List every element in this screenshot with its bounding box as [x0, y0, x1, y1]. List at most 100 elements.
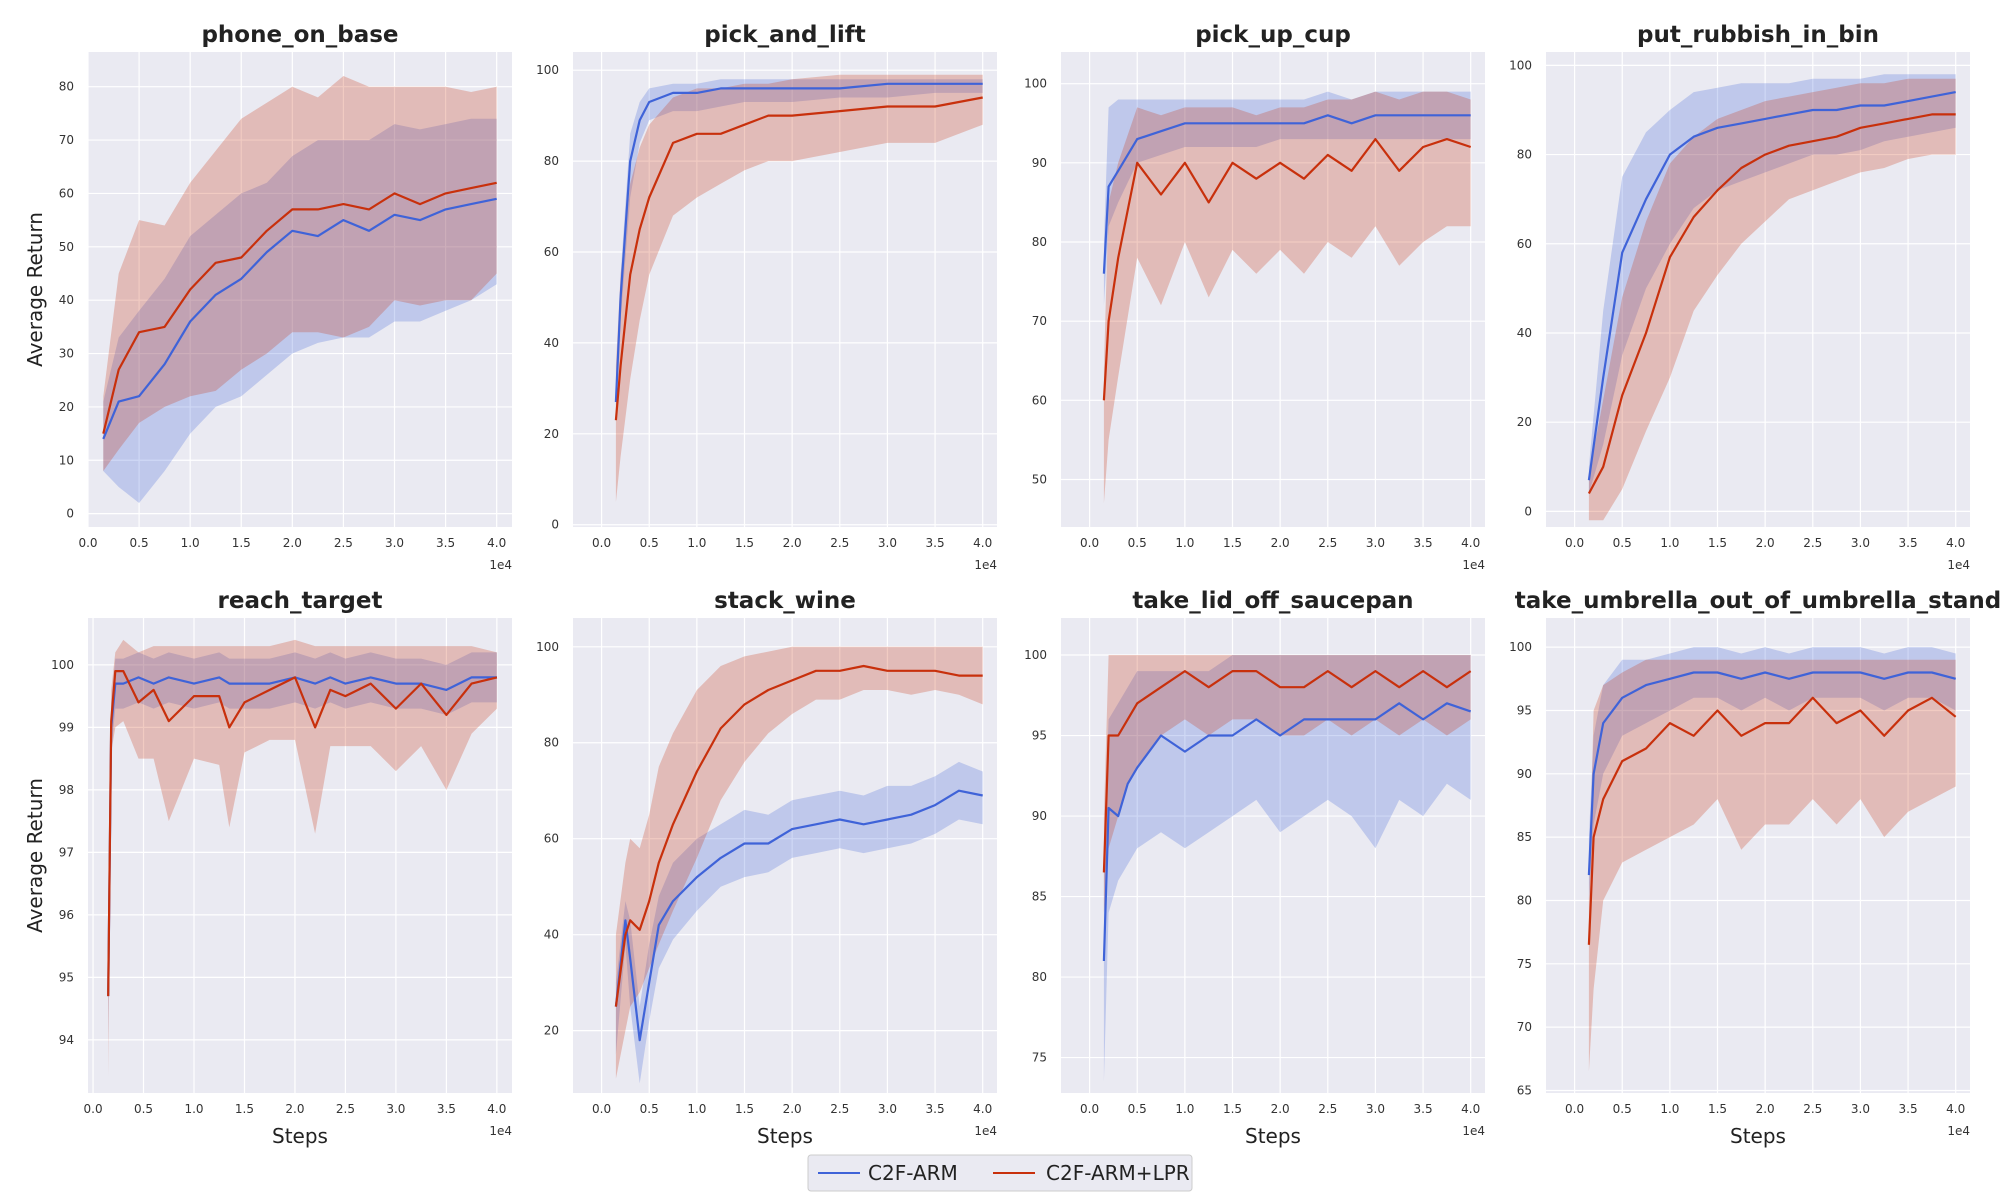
- x-tick-label: 0.0: [1565, 1102, 1584, 1116]
- y-tick-label: 40: [544, 336, 559, 350]
- x-tick-label: 1.5: [1708, 536, 1727, 550]
- y-tick-label: 80: [1032, 970, 1047, 984]
- x-tick-label: 3.5: [1414, 536, 1433, 550]
- x-tick-label: 3.0: [1366, 1102, 1385, 1116]
- y-tick-label: 80: [1517, 893, 1532, 907]
- legend-label-c2f-arm-lpr: C2F-ARM+LPR: [1046, 1161, 1190, 1185]
- line-c2f-arm-lpr: [1587, 696, 1957, 945]
- x-tick-label: 0.0: [1080, 1102, 1099, 1116]
- y-tick-label: 75: [1032, 1051, 1047, 1065]
- subplot-take-lid-off-saucepan: 0.0 0.5 1.0 1.5 2.0 2.5 3.0 3.5 4.0 75 80 85 90 95 100…: [1024, 588, 1485, 1148]
- x-tick-label: 1.0: [687, 1102, 706, 1116]
- x-tick-label: 2.5: [334, 536, 353, 550]
- y-tick-label: 0: [551, 518, 559, 532]
- x-tick-label: 2.0: [783, 1102, 802, 1116]
- y-axis-label: Average Return: [23, 212, 47, 367]
- x-tick-label: 3.0: [1851, 536, 1870, 550]
- band-c2f-arm-lpr: [1588, 78, 1956, 521]
- x-tick-label: 3.0: [878, 536, 897, 550]
- x-tick-label: 2.0: [283, 536, 302, 550]
- subplot-title: put_rubbish_in_bin: [1637, 22, 1879, 48]
- x-tick-label: 1.0: [1660, 536, 1679, 550]
- y-tick-label: 98: [59, 783, 74, 797]
- x-tick-label: 4.0: [1946, 536, 1965, 550]
- line-c2f-arm: [1102, 702, 1472, 962]
- x-offset-label: 1e4: [489, 558, 512, 572]
- x-tick-label: 0.5: [1613, 1102, 1632, 1116]
- y-tick-label: 0: [1524, 504, 1532, 518]
- y-tick-label: 95: [1032, 729, 1047, 743]
- x-tick-label: 3.0: [878, 1102, 897, 1116]
- x-tick-label: 4.0: [973, 536, 992, 550]
- y-tick-label: 60: [544, 832, 559, 846]
- x-tick-label: 4.0: [973, 1102, 992, 1116]
- x-tick-label: 0.0: [78, 536, 97, 550]
- y-tick-label: 95: [59, 970, 74, 984]
- x-tick-label: 1.5: [1708, 1102, 1727, 1116]
- band-c2f-arm-lpr: [1103, 655, 1471, 913]
- x-offset-label: 1e4: [1947, 558, 1970, 572]
- x-tick-label: 3.5: [1414, 1102, 1433, 1116]
- x-tick-label: 1.0: [687, 536, 706, 550]
- x-tick-label: 4.0: [1461, 1102, 1480, 1116]
- band-c2f-arm: [108, 652, 497, 1040]
- line-c2f-arm: [614, 82, 983, 403]
- x-tick-label: 1.0: [1175, 1102, 1194, 1116]
- y-tick-label: 20: [1517, 415, 1532, 429]
- line-c2f-arm-lpr: [1587, 113, 1956, 495]
- x-tick-label: 1.5: [232, 536, 251, 550]
- x-tick-label: 3.5: [1899, 536, 1918, 550]
- x-tick-label: 0.0: [1080, 536, 1099, 550]
- x-tick-label: 3.5: [436, 536, 455, 550]
- band-c2f-arm-lpr: [615, 646, 983, 1079]
- subplot-pick-up-cup: 0.0 0.5 1.0 1.5 2.0 2.5 3.0 3.5 4.0 50 60 70 80 90 100…: [1024, 22, 1485, 572]
- legend: C2F-ARM C2F-ARM+LPR: [807, 1154, 1193, 1192]
- y-tick-label: 60: [1517, 237, 1532, 251]
- y-tick-label: 20: [59, 400, 74, 414]
- x-tick-label: 1.5: [1223, 536, 1242, 550]
- subplot-take-umbrella-out-of-umbrella-stand: 0.0 0.5 1.0 1.5 2.0 2.5 3.0 3.5 4.0 65 70 75 80 85 90 9…: [1509, 588, 2000, 1148]
- plot-area: [88, 618, 512, 1093]
- band-c2f-arm: [1588, 74, 1956, 494]
- band-c2f-arm-lpr: [103, 76, 497, 471]
- x-tick-label: 2.0: [1271, 536, 1290, 550]
- y-tick-label: 80: [544, 154, 559, 168]
- x-tick-label: 4.0: [487, 1102, 506, 1116]
- x-axis-label: Steps: [1245, 1124, 1301, 1148]
- x-tick-label: 2.5: [1318, 1102, 1337, 1116]
- y-tick-label: 0: [66, 507, 74, 521]
- x-offset-label: 1e4: [1947, 1124, 1970, 1138]
- x-tick-label: 4.0: [1946, 1102, 1965, 1116]
- plot-area: [1546, 618, 1970, 1093]
- x-tick-label: 1.5: [235, 1102, 254, 1116]
- y-tick-label: 90: [1032, 809, 1047, 823]
- x-tick-label: 0.5: [1128, 536, 1147, 550]
- x-axis-label: Steps: [757, 1124, 813, 1148]
- x-tick-label: 3.5: [926, 1102, 945, 1116]
- subplot-reach-target: 0.0 0.5 1.0 1.5 2.0 2.5 3.0 3.5 4.0 94 95 96 97 98 99 1…: [23, 588, 512, 1148]
- plot-area: [573, 52, 997, 527]
- x-tick-label: 0.0: [84, 1102, 103, 1116]
- x-tick-label: 2.0: [1271, 1102, 1290, 1116]
- line-c2f-arm-lpr: [107, 669, 498, 997]
- y-tick-label: 40: [1517, 326, 1532, 340]
- y-tick-label: 70: [1517, 1020, 1532, 1034]
- x-tick-label: 0.5: [1128, 1102, 1147, 1116]
- x-tick-label: 2.5: [1803, 536, 1822, 550]
- x-axis-label: Steps: [1730, 1124, 1786, 1148]
- x-tick-label: 2.0: [285, 1102, 304, 1116]
- legend-label-c2f-arm: C2F-ARM: [868, 1161, 958, 1185]
- y-tick-label: 50: [1032, 473, 1047, 487]
- x-tick-label: 2.5: [1803, 1102, 1822, 1116]
- y-tick-label: 75: [1517, 957, 1532, 971]
- subplot-put-rubbish-in-bin: 0.0 0.5 1.0 1.5 2.0 2.5 3.0 3.5 4.0 0 20 40 60 80 100 p…: [1509, 22, 1970, 572]
- plot-area: [1061, 618, 1485, 1093]
- x-tick-label: 3.5: [926, 536, 945, 550]
- band-c2f-arm: [615, 761, 983, 1084]
- x-tick-label: 2.0: [1756, 1102, 1775, 1116]
- band-c2f-arm-lpr: [1103, 91, 1471, 504]
- subplot-title: take_lid_off_saucepan: [1132, 588, 1413, 614]
- x-offset-label: 1e4: [974, 558, 997, 572]
- x-offset-label: 1e4: [489, 1124, 512, 1138]
- y-tick-label: 80: [59, 80, 74, 94]
